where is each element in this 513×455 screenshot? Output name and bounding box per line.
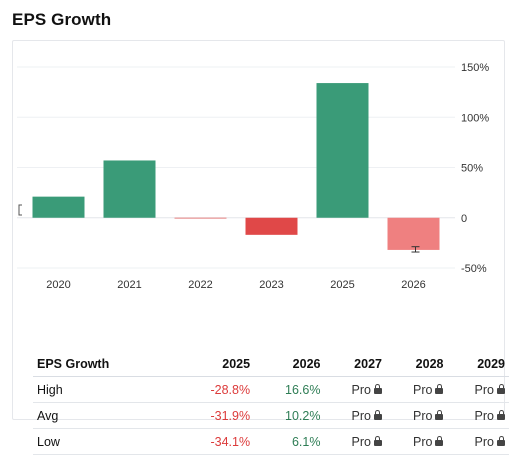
y-tick-label: -50%: [461, 263, 487, 275]
pro-locked-cell[interactable]: Pro: [385, 402, 448, 429]
pro-locked-cell[interactable]: Pro: [447, 428, 509, 455]
x-tick-label: 2025: [330, 279, 354, 291]
eps-growth-chart: 150% 100% 50% 0 -50% 2020 2021 2022 2023 2025 2026: [17, 62, 489, 291]
y-tick-label: 0: [461, 213, 467, 225]
y-tick-label: 150%: [461, 62, 489, 74]
x-tick-label: 2022: [188, 279, 212, 291]
eps-growth-card: 150% 100% 50% 0 -50% 2020 2021 2022 2023 2025 2026…: [12, 40, 509, 455]
estimate-value: -28.8%: [176, 376, 255, 403]
header-year: 2027: [324, 351, 386, 377]
bar: [245, 217, 298, 235]
pro-label: Pro: [351, 382, 371, 397]
bar: [103, 160, 156, 218]
lock-icon: [497, 409, 505, 420]
y-tick-label: 100%: [461, 112, 489, 124]
estimate-value: 16.6%: [254, 376, 325, 403]
pro-label: Pro: [474, 382, 494, 397]
lock-icon: [435, 409, 444, 420]
x-tick-label: 2026: [401, 279, 425, 291]
edge-bracket: [18, 204, 22, 216]
lock-icon: [373, 409, 382, 420]
table-row: Low -34.1% 6.1% Pro Pro Pro: [33, 428, 509, 455]
lock-icon: [435, 383, 444, 394]
estimate-value: -34.1%: [176, 428, 255, 455]
header-year: 2026: [254, 351, 325, 377]
row-label: High: [33, 376, 177, 403]
lock-icon: [497, 435, 505, 446]
lock-icon: [435, 435, 444, 446]
bar: [174, 217, 227, 219]
pro-label: Pro: [351, 434, 371, 449]
lock-icon: [373, 435, 382, 446]
pro-locked-cell[interactable]: Pro: [324, 402, 386, 429]
table-row: High -28.8% 16.6% Pro Pro Pro: [33, 376, 509, 403]
page-title: EPS Growth: [12, 10, 112, 29]
estimate-value: 10.2%: [254, 402, 325, 429]
pro-label: Pro: [413, 382, 433, 397]
pro-locked-cell[interactable]: Pro: [447, 402, 509, 429]
estimate-value: -31.9%: [176, 402, 255, 429]
lock-icon: [373, 383, 382, 394]
table-row: Avg -31.9% 10.2% Pro Pro Pro: [33, 402, 509, 429]
pro-label: Pro: [413, 408, 433, 423]
pro-locked-cell[interactable]: Pro: [385, 376, 448, 403]
x-tick-label: 2021: [117, 279, 141, 291]
pro-locked-cell[interactable]: Pro: [447, 376, 509, 403]
bar: [387, 217, 440, 250]
header-label: EPS Growth: [33, 351, 177, 377]
y-tick-label: 50%: [461, 163, 483, 175]
pro-locked-cell[interactable]: Pro: [324, 428, 386, 455]
row-label: Avg: [33, 402, 177, 429]
row-label: Low: [33, 428, 177, 455]
lock-icon: [497, 383, 505, 394]
table-header-row: EPS Growth 2025 2026 2027 2028 2029: [33, 351, 509, 377]
eps-growth-table: EPS Growth 2025 2026 2027 2028 2029 High…: [33, 351, 509, 455]
x-tick-label: 2020: [46, 279, 70, 291]
pro-locked-cell[interactable]: Pro: [324, 376, 386, 403]
header-year: 2029: [447, 351, 509, 377]
header-year: 2028: [385, 351, 448, 377]
pro-label: Pro: [351, 408, 371, 423]
x-tick-label: 2023: [259, 279, 283, 291]
pro-label: Pro: [474, 434, 494, 449]
pro-label: Pro: [413, 434, 433, 449]
bar: [316, 83, 369, 218]
estimate-value: 6.1%: [254, 428, 325, 455]
pro-locked-cell[interactable]: Pro: [385, 428, 448, 455]
bar: [32, 196, 85, 218]
header-year: 2025: [176, 351, 255, 377]
pro-label: Pro: [474, 408, 494, 423]
